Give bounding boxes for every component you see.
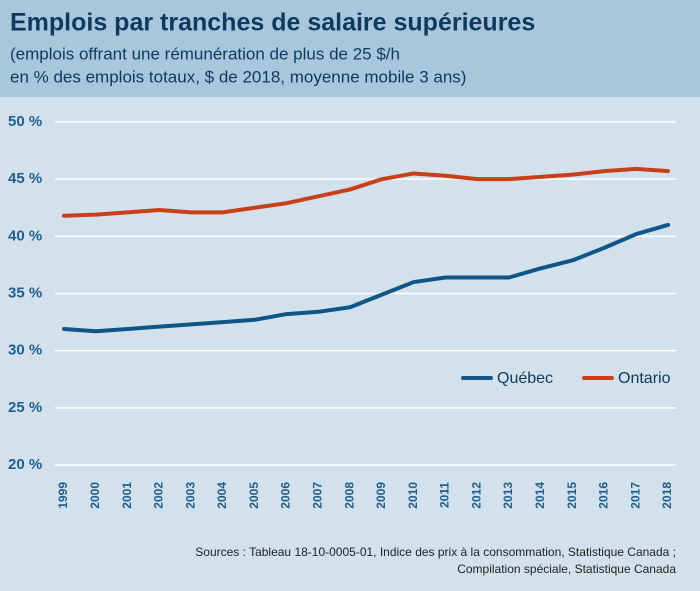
x-tick-label: 1999: [56, 482, 70, 509]
x-tick-label: 2011: [438, 482, 452, 508]
chart-subtitle: en % des emplois totaux, $ de 2018, moye…: [10, 67, 466, 86]
x-tick-label: 2003: [183, 482, 197, 509]
x-tick-label: 2017: [628, 482, 642, 509]
x-tick-label: 2010: [406, 482, 420, 509]
x-tick-label: 2005: [247, 482, 261, 509]
source-note: Compilation spéciale, Statistique Canada: [457, 562, 676, 576]
x-tick-label: 2004: [215, 482, 229, 509]
series-line: [62, 222, 670, 334]
x-tick-label: 2001: [120, 482, 134, 509]
x-tick-label: 2015: [565, 482, 579, 509]
legend-label: Québec: [497, 370, 553, 387]
header-band: [0, 0, 700, 97]
x-tick-label: 2018: [660, 482, 674, 509]
y-tick-label: 40 %: [8, 227, 42, 244]
y-tick-label: 30 %: [8, 342, 42, 359]
x-tick-label: 2008: [342, 482, 356, 509]
x-tick-label: 2009: [374, 482, 388, 509]
y-tick-label: 50 %: [8, 113, 42, 130]
x-tick-label: 2016: [597, 482, 611, 509]
x-tick-label: 2007: [310, 482, 324, 509]
legend-label: Ontario: [618, 370, 671, 387]
x-tick-label: 2012: [469, 482, 483, 509]
x-tick-label: 2013: [501, 482, 515, 509]
x-tick-label: 2002: [152, 482, 166, 509]
x-tick-label: 2014: [533, 482, 547, 509]
series-line: [62, 166, 670, 218]
y-tick-label: 25 %: [8, 399, 42, 416]
x-tick-label: 2006: [279, 482, 293, 509]
source-note: Sources : Tableau 18-10-0005-01, Indice …: [195, 545, 676, 559]
chart-title: Emplois par tranches de salaire supérieu…: [10, 9, 535, 37]
y-tick-label: 45 %: [8, 170, 42, 187]
y-tick-label: 35 %: [8, 284, 42, 301]
y-tick-label: 20 %: [8, 456, 42, 473]
x-tick-label: 2000: [88, 482, 102, 509]
chart-subtitle: (emplois offrant une rémunération de plu…: [10, 44, 400, 63]
